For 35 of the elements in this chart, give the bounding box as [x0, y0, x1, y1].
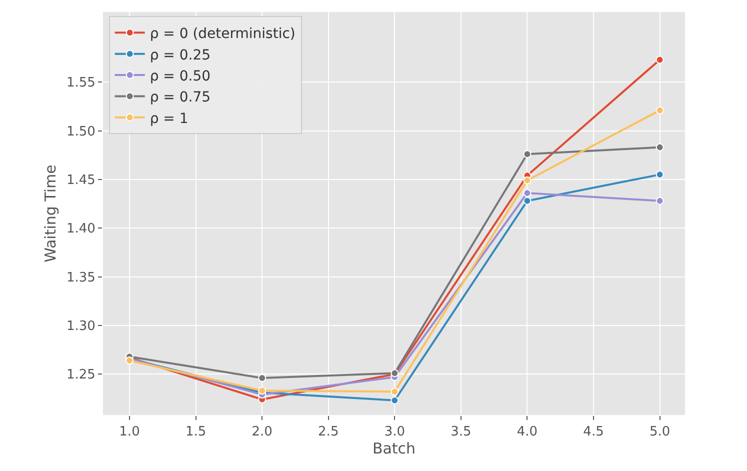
y-tick-label: 1.40: [66, 222, 96, 237]
point: [390, 388, 399, 396]
y-axis-title: Waiting Time: [42, 164, 60, 262]
y-tick-label: 1.45: [66, 172, 96, 188]
y-tick-label: 1.30: [66, 318, 96, 334]
y-tick-label: 1.35: [66, 270, 96, 286]
x-tick-label: 3.0: [384, 424, 406, 440]
x-axis-title: Batch: [372, 440, 416, 458]
x-tick-label: 2.0: [252, 424, 272, 440]
x-tick-label: 3.5: [450, 424, 472, 440]
x-tick-label: 2.5: [318, 424, 339, 440]
legend-label: ρ = 1: [150, 110, 188, 127]
point: [523, 196, 532, 205]
point: [656, 196, 664, 205]
point: [656, 56, 664, 64]
legend-label: ρ = 0 (deterministic): [150, 26, 296, 42]
x-tick-label: 5.0: [649, 424, 670, 440]
point: [523, 176, 532, 184]
legend-label: ρ = 0.25: [150, 47, 211, 64]
point: [656, 170, 664, 179]
x-tick-label: 4.0: [516, 424, 538, 440]
point: [258, 374, 266, 382]
point: [656, 106, 664, 114]
y-tick-label: 1.25: [66, 368, 96, 383]
y-tick-label: 1.55: [66, 76, 96, 91]
x-tick-label: 4.5: [583, 424, 604, 440]
point: [390, 396, 399, 404]
y-tick-label: 1.50: [66, 124, 96, 140]
point: [523, 150, 532, 158]
point: [523, 189, 532, 198]
legend-label: ρ = 0.50: [150, 68, 211, 84]
legend-label: ρ = 0.75: [150, 90, 211, 106]
x-tick-label: 1.0: [119, 424, 140, 440]
point: [656, 143, 664, 152]
x-tick-label: 1.5: [185, 424, 206, 440]
